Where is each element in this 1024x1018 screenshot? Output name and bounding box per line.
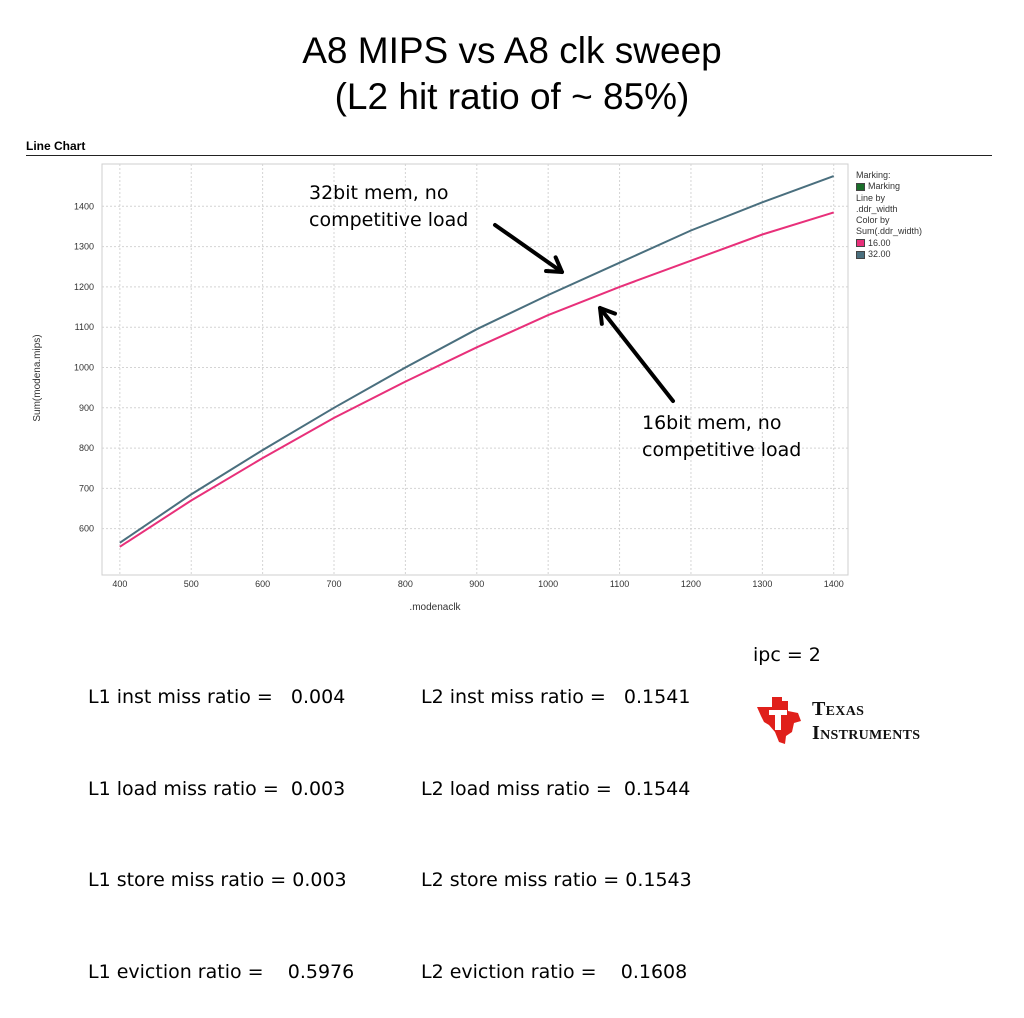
l1-inst-miss-ratio: L1 inst miss ratio = 0.004 xyxy=(88,686,346,708)
l2-inst-miss-ratio: L2 inst miss ratio = 0.1541 xyxy=(421,686,691,708)
series-line-32-00 xyxy=(119,175,835,544)
chart-header: Line Chart xyxy=(26,139,86,153)
annotation-16bit: 16bit mem, no competitive load xyxy=(642,410,801,464)
legend-line-by-value[interactable]: .ddr_width xyxy=(856,203,898,214)
x-tick-label: 900 xyxy=(469,579,484,589)
l1-load-miss-ratio: L1 load miss ratio = 0.003 xyxy=(88,777,346,800)
y-tick-label: 1300 xyxy=(74,242,94,252)
legend-color-by-value[interactable]: Sum(.ddr_width) xyxy=(856,226,923,237)
x-tick-label: 1100 xyxy=(610,579,629,589)
legend-item-32[interactable]: 32.00 xyxy=(856,249,996,260)
legend-marking-title: Marking: xyxy=(856,170,891,180)
slide-title: A8 MIPS vs A8 clk sweep (L2 hit ratio of… xyxy=(0,28,1024,120)
y-tick-label: 1200 xyxy=(74,282,94,292)
texas-instruments-logo: Texas Instruments xyxy=(752,692,982,750)
l1-stats: L1 inst miss ratio = 0.004 L1 load miss … xyxy=(88,621,354,1018)
ti-logo-line2: Instruments xyxy=(812,722,921,744)
y-tick-label: 1400 xyxy=(74,201,94,211)
l1-store-miss-ratio: L1 store miss ratio = 0.003 xyxy=(88,869,347,891)
l2-store-miss-ratio: L2 store miss ratio = 0.1543 xyxy=(421,869,692,891)
ti-map-icon xyxy=(757,697,801,744)
header-divider xyxy=(26,155,992,156)
annotation-16bit-line1: 16bit mem, no xyxy=(642,412,782,434)
line-chart: 600 700 800 900 1000 1100 1200 1300 1400 400 500 60… xyxy=(32,163,849,613)
slide-title-line1: A8 MIPS vs A8 clk sweep xyxy=(302,30,722,71)
annotation-arrows xyxy=(493,223,675,403)
legend-line-by-title: Line by xyxy=(856,192,886,203)
chart-series xyxy=(119,175,835,548)
legend-label-32: 32.00 xyxy=(868,249,891,260)
legend-color-by-title: Color by xyxy=(856,215,890,226)
chart-grid xyxy=(101,163,849,576)
x-tick-label: 400 xyxy=(112,579,127,589)
x-axis-title: .modenaclk xyxy=(409,602,461,613)
legend-item-16[interactable]: 16.00 xyxy=(856,238,996,249)
legend-marking-label: Marking xyxy=(868,181,901,192)
arrow-to-32bit-line xyxy=(493,223,564,274)
y-tick-label: 1100 xyxy=(75,322,94,332)
x-tick-label: 1000 xyxy=(538,579,558,589)
slide-title-line2: (L2 hit ratio of ~ 85%) xyxy=(334,76,690,117)
l2-stats: L2 inst miss ratio = 0.1541 L2 load miss… xyxy=(421,621,692,1018)
annotation-16bit-line2: competitive load xyxy=(642,439,802,461)
legend-swatch-32 xyxy=(856,250,865,259)
legend-swatch-16 xyxy=(856,239,865,248)
annotation-32bit-line2: competitive load xyxy=(309,209,469,231)
y-tick-label: 800 xyxy=(79,443,94,453)
ti-logo-line1: Texas xyxy=(812,698,865,720)
x-tick-label: 1400 xyxy=(824,579,844,589)
annotation-32bit: 32bit mem, no competitive load xyxy=(309,180,468,234)
x-tick-label: 800 xyxy=(398,579,413,589)
series-line-16-00 xyxy=(119,211,834,548)
y-tick-label: 1000 xyxy=(74,362,94,372)
y-axis-title: Sum(modena.mips) xyxy=(32,334,43,421)
x-tick-label: 1200 xyxy=(681,579,701,589)
l2-eviction-ratio: L2 eviction ratio = 0.1608 xyxy=(421,960,688,983)
y-tick-label: 700 xyxy=(79,483,94,493)
chart-legend: Marking: Marking Line by .ddr_width Colo… xyxy=(856,170,996,260)
x-tick-label: 500 xyxy=(184,579,199,589)
ipc-value: ipc = 2 xyxy=(753,644,821,666)
annotation-32bit-line1: 32bit mem, no xyxy=(309,182,449,204)
plot-area xyxy=(101,163,849,576)
l2-load-miss-ratio: L2 load miss ratio = 0.1544 xyxy=(421,777,691,800)
y-tick-label: 600 xyxy=(79,524,94,534)
y-tick-label: 900 xyxy=(79,403,94,413)
x-tick-label: 1300 xyxy=(752,579,772,589)
legend-marking-swatch xyxy=(856,182,865,191)
l1-eviction-ratio: L1 eviction ratio = 0.5976 xyxy=(88,960,355,983)
legend-marking-row[interactable]: Marking xyxy=(856,181,996,192)
chart-axes: 600 700 800 900 1000 1100 1200 1300 1400 400 500 60… xyxy=(32,201,844,613)
legend-label-16: 16.00 xyxy=(868,237,891,248)
x-tick-label: 600 xyxy=(255,579,270,589)
arrow-to-16bit-line xyxy=(598,306,675,403)
x-tick-label: 700 xyxy=(326,579,341,589)
